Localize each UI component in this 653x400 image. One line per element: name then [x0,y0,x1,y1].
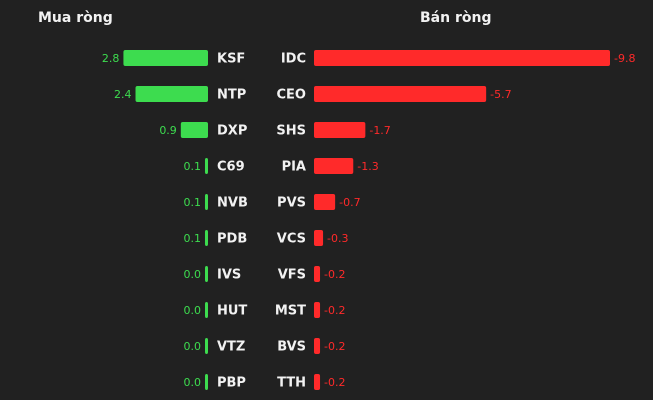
category-label: DXP [217,124,247,139]
value-label: -0.7 [339,196,360,209]
value-label: -0.2 [324,340,345,353]
category-label: IVS [217,268,241,283]
bar [204,230,208,246]
category-label: VFS [278,268,306,283]
value-label: 0.9 [159,124,177,137]
value-label: -0.3 [327,232,348,245]
category-label: NTP [217,88,246,103]
bar [314,50,610,66]
value-label: -9.8 [614,52,635,65]
bar [314,122,366,138]
value-label: 0.1 [183,196,201,209]
chart-title: Mua ròng [38,10,113,26]
category-label: PBP [217,376,246,391]
category-label: PDB [217,232,247,247]
value-label: 0.1 [183,232,201,245]
bar [314,158,354,174]
value-label: -0.2 [324,304,345,317]
category-label: C69 [217,160,245,175]
value-label: -1.3 [357,160,378,173]
value-label: -0.2 [324,376,345,389]
category-label: BVS [277,340,306,355]
bar [204,194,208,210]
bar [205,266,208,282]
bar [180,122,208,138]
category-label: IDC [281,52,306,67]
category-label: PVS [277,196,306,211]
category-label: MST [275,304,306,319]
bar [204,158,208,174]
bar [205,302,208,318]
bar [314,338,321,354]
bar [314,266,321,282]
category-label: NVB [217,196,248,211]
category-label: SHS [276,124,306,139]
value-label: 2.8 [102,52,120,65]
value-label: -1.7 [369,124,390,137]
value-label: 2.4 [114,88,132,101]
chart-title: Bán ròng [420,10,491,26]
value-label: 0.1 [183,160,201,173]
bar [205,338,208,354]
value-label: 0.0 [184,340,202,353]
bar [205,374,208,390]
bar [314,194,336,210]
category-label: CEO [277,88,306,103]
value-label: -0.2 [324,268,345,281]
category-label: TTH [277,376,306,391]
category-label: VTZ [217,340,245,355]
value-label: -5.7 [490,88,511,101]
bar [123,50,208,66]
category-label: KSF [217,52,245,67]
category-label: HUT [217,304,247,319]
category-label: VCS [277,232,306,247]
value-label: 0.0 [184,304,202,317]
bar [314,302,321,318]
bar [314,230,324,246]
bar [314,374,321,390]
bar [135,86,208,102]
bar [314,86,487,102]
value-label: 0.0 [184,268,202,281]
category-label: PIA [282,160,306,175]
value-label: 0.0 [184,376,202,389]
